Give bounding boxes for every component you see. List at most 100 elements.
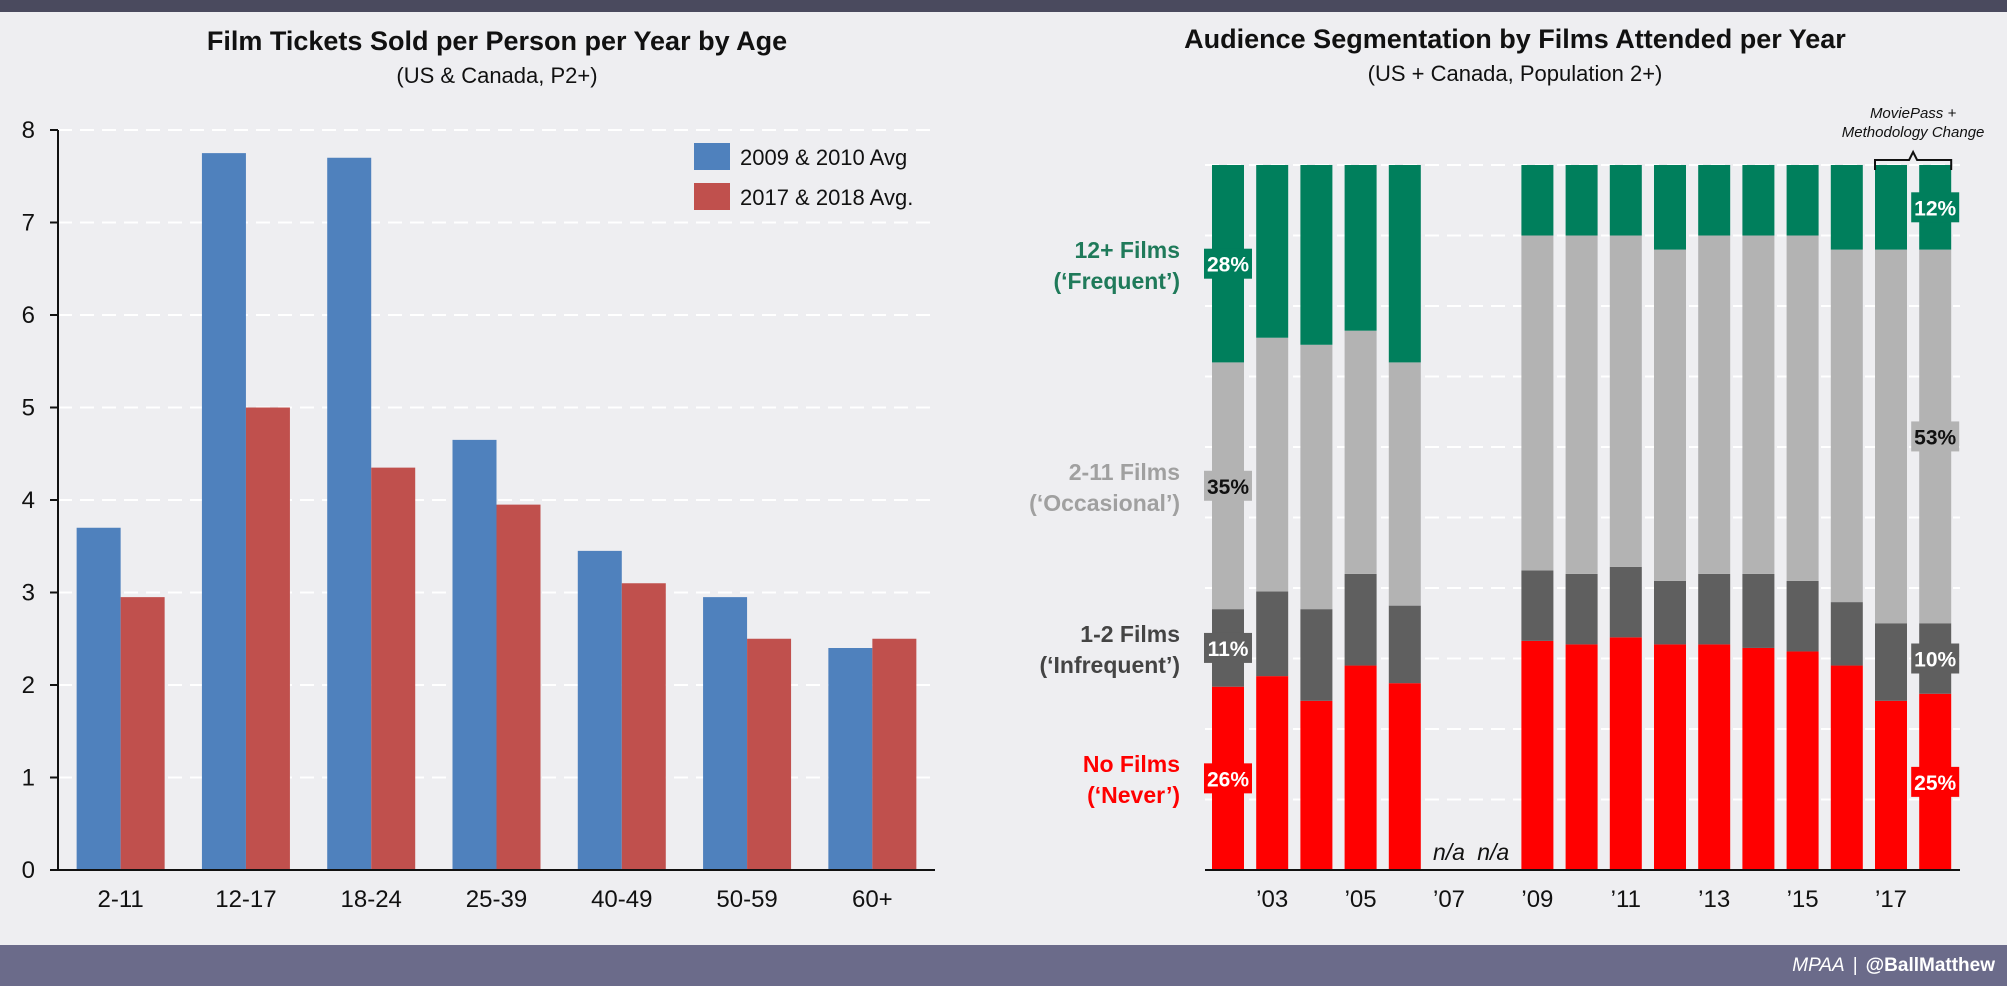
legend-swatch [694, 143, 730, 170]
left-bar-a [452, 439, 497, 870]
stack-seg-occasional [1344, 330, 1377, 574]
stack-seg-never [1742, 647, 1775, 870]
data-label: 28% [1207, 254, 1249, 277]
stack-seg-frequent [1654, 165, 1686, 250]
right-x-tick-label: ’17 [1875, 886, 1907, 913]
stack-seg-occasional [1256, 337, 1289, 592]
stack-seg-frequent [1388, 165, 1421, 363]
left-x-tick-label: 40-49 [591, 886, 652, 913]
left-bar-b [872, 638, 917, 870]
stack-seg-occasional [1742, 235, 1775, 574]
stack-seg-never [1654, 644, 1686, 870]
stack-seg-infrequent [1654, 580, 1686, 645]
left-x-tick-label: 18-24 [341, 886, 402, 913]
data-label-box [1911, 766, 1960, 797]
stack-seg-never [1830, 665, 1863, 870]
data-label-box [1911, 643, 1960, 674]
left-x-tick-label: 50-59 [716, 886, 777, 913]
segment-name-never: No Films [1083, 751, 1180, 777]
legend-label: 2009 & 2010 Avg [740, 145, 907, 170]
stack-seg-infrequent [1565, 573, 1598, 645]
stack-seg-infrequent [1388, 605, 1421, 684]
data-label-box [1911, 421, 1960, 452]
stack-seg-never [1786, 651, 1819, 870]
left-bar-b [245, 407, 290, 870]
left-bar-b [120, 597, 165, 870]
left-bar-a [577, 550, 622, 870]
segment-desc-occasional: (‘Occasional’) [1029, 490, 1180, 516]
stack-seg-occasional [1830, 249, 1863, 603]
segment-name-occasional: 2-11 Films [1069, 459, 1180, 485]
top-bar [0, 0, 2007, 12]
stack-seg-infrequent [1609, 566, 1642, 638]
left-bar-b [621, 583, 666, 870]
data-label: 11% [1208, 638, 1249, 661]
stack-seg-infrequent [1256, 591, 1289, 677]
stack-seg-frequent [1565, 165, 1598, 236]
left-bar-b [747, 638, 792, 870]
right-x-tick-label: ’03 [1256, 886, 1288, 913]
stack-seg-never [1698, 644, 1731, 870]
data-label: 12% [1914, 197, 1956, 220]
stack-seg-occasional [1875, 249, 1907, 624]
data-label: 26% [1207, 768, 1249, 791]
stack-seg-occasional [1565, 235, 1598, 574]
left-y-tick-label: 0 [22, 857, 35, 884]
stack-seg-occasional [1609, 235, 1642, 567]
left-bar-b [496, 504, 541, 870]
stack-seg-occasional [1388, 362, 1421, 606]
left-bar-b [371, 467, 416, 870]
left-y-tick-label: 7 [22, 210, 35, 237]
stack-seg-infrequent [1344, 573, 1377, 666]
right-x-tick-label: ’15 [1787, 886, 1819, 913]
stack-seg-never [1609, 637, 1642, 870]
stack-seg-never [1388, 683, 1421, 870]
stack-seg-occasional [1654, 249, 1686, 581]
stack-seg-frequent [1521, 165, 1554, 236]
chart-canvas: Film Tickets Sold per Person per Year by… [22, 24, 1985, 913]
data-label-box [1204, 763, 1252, 794]
left-y-tick-label: 2 [22, 672, 35, 699]
left-x-tick-label: 2-11 [98, 886, 144, 913]
left-y-tick-label: 6 [22, 302, 35, 329]
segment-name-frequent: 12+ Films [1075, 237, 1180, 263]
stack-seg-infrequent [1300, 609, 1333, 701]
annotation-bracket [1874, 149, 1953, 170]
left-x-tick-label: 25-39 [466, 886, 527, 913]
stack-seg-frequent [1609, 165, 1642, 236]
left-y-tick-label: 8 [22, 117, 35, 144]
stack-seg-infrequent [1875, 623, 1907, 701]
left-x-tick-label: 60+ [852, 886, 893, 913]
left-bar-a [828, 648, 873, 870]
segment-desc-never: (‘Never’) [1087, 782, 1180, 808]
stack-seg-frequent [1698, 165, 1731, 236]
right-chart-title: Audience Segmentation by Films Attended … [1184, 24, 1846, 54]
stack-seg-occasional [1521, 235, 1554, 571]
na-label: n/a [1433, 839, 1465, 865]
right-x-tick-label: ’09 [1521, 886, 1553, 913]
stack-seg-frequent [1256, 165, 1289, 338]
footer-bar: MPAA | @BallMatthew [0, 945, 2007, 986]
segment-desc-frequent: (‘Frequent’) [1054, 268, 1181, 294]
stack-seg-never [1521, 640, 1554, 870]
annotation-line1: MoviePass + [1870, 105, 1957, 122]
stack-seg-infrequent [1786, 580, 1819, 652]
right-x-tick-label: ’11 [1611, 886, 1641, 913]
stack-seg-infrequent [1698, 573, 1731, 645]
data-label-box [1204, 248, 1252, 279]
stack-seg-occasional [1698, 235, 1731, 574]
left-y-tick-label: 5 [22, 395, 35, 422]
left-bar-a [703, 597, 748, 870]
right-chart-subtitle: (US + Canada, Population 2+) [1368, 61, 1663, 86]
stack-seg-never [1300, 700, 1333, 870]
stack-seg-occasional [1786, 235, 1819, 581]
stack-seg-never [1875, 700, 1907, 870]
stack-seg-infrequent [1742, 573, 1775, 648]
stack-seg-occasional [1300, 344, 1333, 610]
legend-label: 2017 & 2018 Avg. [740, 185, 913, 210]
stack-seg-frequent [1830, 165, 1863, 250]
data-label-box [1204, 470, 1252, 501]
right-x-tick-label: ’13 [1698, 886, 1730, 913]
footer-source: MPAA [1792, 955, 1845, 976]
segment-name-infrequent: 1-2 Films [1080, 621, 1180, 647]
